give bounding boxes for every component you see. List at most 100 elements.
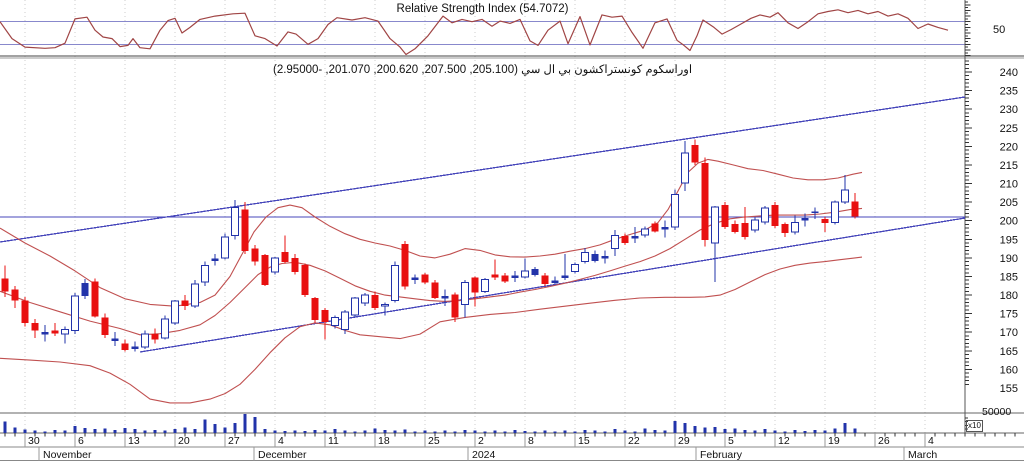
price-tick-label: 180 <box>1000 290 1018 302</box>
volume-bar <box>83 428 87 433</box>
volume-bar <box>613 429 617 433</box>
week-label: 27 <box>228 435 240 447</box>
volume-bar <box>523 431 527 433</box>
rsi-axis-label: 50 <box>993 24 1006 36</box>
volume-bar <box>793 429 797 433</box>
price-tick-label: 230 <box>1000 104 1018 116</box>
week-label: 4 <box>278 435 284 447</box>
volume-bar <box>123 428 127 433</box>
volume-bar <box>383 429 387 433</box>
volume-bar <box>443 430 447 433</box>
price-tick-label: 185 <box>1000 271 1018 283</box>
volume-bar <box>493 430 497 433</box>
volume-bar <box>663 430 667 433</box>
volume-bar <box>343 430 347 433</box>
rsi-line <box>0 9 949 56</box>
security-title: اوراسكوم كونستراكشون بي ال سي (205.100, … <box>272 64 693 76</box>
volume-bar <box>253 417 257 433</box>
price-tick-label: 190 <box>1000 253 1018 265</box>
price-tick-label: 155 <box>1000 383 1018 395</box>
price-tick-label: 175 <box>1000 309 1018 321</box>
volume-bar <box>803 431 807 433</box>
volume-bar <box>3 421 7 433</box>
volume-bar <box>203 419 207 433</box>
month-label: March <box>908 449 937 461</box>
volume-bar <box>563 430 567 433</box>
week-label: 13 <box>128 435 140 447</box>
week-label: 12 <box>778 435 790 447</box>
volume-bar <box>143 430 147 433</box>
rsi-panel-title: Relative Strength Index (54.7072) <box>396 3 569 15</box>
volume-bar <box>773 430 777 433</box>
price-tick-label: 200 <box>1000 216 1018 228</box>
price-tick-label: 160 <box>1000 364 1018 376</box>
volume-bar <box>373 428 377 433</box>
volume-bar <box>483 431 487 433</box>
week-label: 19 <box>828 435 840 447</box>
volume-bar <box>743 429 747 433</box>
volume-bar <box>313 429 317 433</box>
volume-bar <box>63 430 67 433</box>
volume-bar <box>223 427 227 433</box>
volume-bar <box>693 426 697 433</box>
volume-bar <box>703 427 707 433</box>
volume-bar <box>643 428 647 433</box>
volume-bar <box>293 430 297 433</box>
price-tick-label: 170 <box>1000 327 1018 339</box>
volume-bar <box>233 423 237 433</box>
volume-scale-label: 50000 <box>982 406 1012 418</box>
week-label: 25 <box>428 435 440 447</box>
price-tick-label: 225 <box>1000 123 1018 135</box>
volume-bar <box>73 426 77 433</box>
volume-bar <box>353 431 357 433</box>
volume-bar <box>33 430 37 433</box>
volume-bar <box>733 428 737 433</box>
month-label: December <box>258 449 307 461</box>
volume-bar <box>543 430 547 433</box>
price-tick-label: 195 <box>1000 234 1018 246</box>
volume-bar <box>463 429 467 433</box>
volume-bar <box>753 430 757 433</box>
volume-bar <box>23 429 27 433</box>
volume-bar <box>723 429 727 433</box>
lower-channel-line <box>139 217 966 353</box>
volume-bar <box>133 429 137 433</box>
volume-bar <box>853 428 857 433</box>
price-tick-label: 165 <box>1000 346 1018 358</box>
volume-bar <box>653 429 657 433</box>
bollinger-lower <box>0 256 863 404</box>
volume-bar <box>823 430 827 433</box>
volume-bar <box>453 431 457 433</box>
upper-channel-line <box>0 96 966 243</box>
week-label: 22 <box>628 435 640 447</box>
volume-bar <box>843 423 847 433</box>
volume-bar <box>583 429 587 433</box>
volume-bar <box>573 431 577 433</box>
month-label: February <box>700 449 743 461</box>
price-tick-label: 215 <box>1000 160 1018 172</box>
volume-bar <box>783 431 787 433</box>
volume-bar <box>513 429 517 433</box>
volume-bar <box>813 429 817 433</box>
week-label: 20 <box>178 435 190 447</box>
volume-bar <box>323 430 327 433</box>
week-label: 15 <box>578 435 590 447</box>
volume-bar <box>413 431 417 433</box>
volume-bar <box>273 430 277 433</box>
volume-bar <box>533 431 537 433</box>
price-tick-label: 235 <box>1000 86 1018 98</box>
week-label: 18 <box>378 435 390 447</box>
volume-multiplier-label: x10 <box>966 420 983 432</box>
volume-bar <box>393 430 397 433</box>
volume-bar <box>243 414 247 433</box>
volume-bar <box>283 431 287 433</box>
week-label: 4 <box>928 435 934 447</box>
price-tick-label: 205 <box>1000 197 1018 209</box>
volume-bar <box>603 431 607 433</box>
volume-bar <box>303 431 307 433</box>
volume-bar <box>213 423 217 433</box>
month-label: 2024 <box>472 449 496 461</box>
volume-bar <box>403 429 407 433</box>
price-tick-label: 240 <box>1000 67 1018 79</box>
